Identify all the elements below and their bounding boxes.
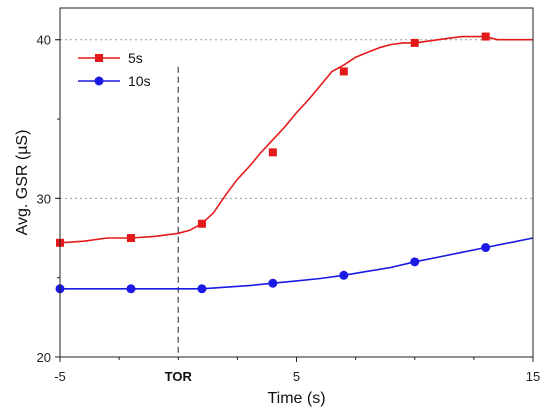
legend-label-10s: 10s: [128, 73, 151, 89]
series-layer: [55, 32, 534, 294]
x-tick-label: 5: [293, 369, 300, 384]
y-tick-label: 40: [37, 33, 51, 48]
ticks: -5 5 15 20 30 40: [37, 33, 541, 384]
tor-label: TOR: [165, 369, 193, 384]
legend-marker-10s: [94, 76, 104, 86]
grid-lines: [60, 39, 533, 199]
legend-marker-5s: [95, 54, 103, 62]
marker-5s: [197, 219, 206, 228]
y-tick-label: 20: [37, 350, 51, 365]
marker-10s: [126, 284, 136, 294]
y-axis-title: Avg. GSR (µS): [14, 130, 31, 236]
legend-label-5s: 5s: [128, 50, 143, 66]
x-axis-title: Time (s): [267, 390, 325, 407]
x-tick-label: -5: [54, 369, 66, 384]
series-line-10s: [60, 237, 534, 290]
marker-5s: [339, 67, 348, 76]
marker-10s: [410, 257, 420, 267]
marker-10s: [268, 278, 278, 288]
marker-10s: [197, 284, 207, 294]
y-tick-label: 30: [37, 191, 51, 206]
marker-10s: [481, 243, 491, 253]
marker-5s: [126, 234, 135, 243]
tor-marker: TOR: [165, 66, 193, 384]
marker-5s: [268, 148, 277, 157]
marker-10s: [339, 270, 349, 280]
x-tick-label: 15: [526, 369, 540, 384]
series-line-5s: [59, 35, 533, 244]
marker-5s: [481, 32, 490, 41]
marker-5s: [410, 38, 419, 47]
